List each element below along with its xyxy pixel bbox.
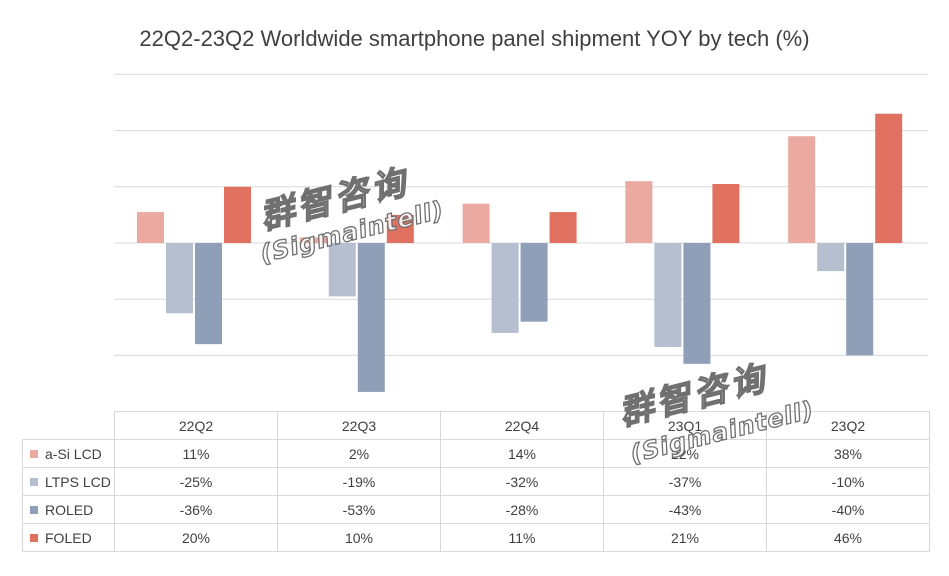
- legend-swatch: [30, 478, 38, 487]
- data-label: 11%: [114, 439, 278, 468]
- bar-roled-22q2: [195, 243, 222, 345]
- data-label: -32%: [440, 467, 604, 496]
- bar-foled-22q3: [386, 214, 414, 243]
- bar-a-si-lcd-22q3: [299, 237, 327, 243]
- data-table: 22Q2 22Q3 22Q4 23Q1 23Q2 a-Si LCD 11% 2%…: [22, 411, 930, 552]
- series-label: LTPS LCD: [45, 473, 111, 490]
- legend-swatch: [30, 450, 38, 459]
- bar-roled-22q3: [357, 243, 385, 392]
- bar-foled-23q1: [712, 183, 740, 243]
- data-label: -40%: [766, 495, 930, 524]
- data-label: -28%: [440, 495, 604, 524]
- table-row-roled: ROLED -36% -53% -28% -43% -40%: [22, 495, 930, 524]
- table-row-asi-lcd: a-Si LCD 11% 2% 14% 22% 38%: [22, 439, 930, 468]
- category-label: 22Q3: [277, 411, 441, 440]
- category-label: 22Q2: [114, 411, 278, 440]
- data-label: -19%: [277, 467, 441, 496]
- data-label: 21%: [603, 523, 767, 552]
- bar-roled-22q4: [520, 243, 548, 322]
- table-corner: [22, 411, 115, 440]
- plot-area: [114, 73, 928, 392]
- series-label: FOLED: [45, 529, 92, 546]
- data-label: -10%: [766, 467, 930, 496]
- chart-title: 22Q2-23Q2 Worldwide smartphone panel shi…: [139, 26, 810, 51]
- bar-a-si-lcd-22q2: [137, 212, 164, 243]
- data-label: -25%: [114, 467, 278, 496]
- bar-foled-22q2: [224, 186, 251, 243]
- data-label: 14%: [440, 439, 604, 468]
- data-label: -36%: [114, 495, 278, 524]
- table-row-ltps-lcd: LTPS LCD -25% -19% -32% -37% -10%: [22, 467, 930, 496]
- bar-ltps-lcd-23q2: [817, 243, 845, 272]
- data-label: -53%: [277, 495, 441, 524]
- bar-ltps-lcd-22q4: [491, 243, 519, 333]
- bar-ltps-lcd-23q1: [654, 243, 682, 347]
- legend-entry-foled: FOLED: [22, 523, 115, 552]
- bar-a-si-lcd-23q1: [625, 181, 653, 243]
- bar-foled-22q4: [549, 212, 577, 243]
- data-label: 11%: [440, 523, 604, 552]
- legend-entry-ltps-lcd: LTPS LCD: [22, 467, 115, 496]
- legend-swatch: [30, 506, 38, 515]
- data-label: 2%: [277, 439, 441, 468]
- bar-a-si-lcd-22q4: [462, 203, 490, 243]
- bar-a-si-lcd-23q2: [788, 136, 816, 243]
- data-label: 10%: [277, 523, 441, 552]
- bar-roled-23q2: [846, 243, 874, 356]
- bar-foled-23q2: [875, 113, 903, 244]
- bar-roled-23q1: [683, 243, 711, 364]
- data-label: 38%: [766, 439, 930, 468]
- bar-ltps-lcd-22q3: [328, 243, 356, 297]
- data-label: 22%: [603, 439, 767, 468]
- bar-ltps-lcd-22q2: [166, 243, 193, 314]
- data-label: 20%: [114, 523, 278, 552]
- legend-swatch: [30, 534, 38, 543]
- category-label: 22Q4: [440, 411, 604, 440]
- data-label: -43%: [603, 495, 767, 524]
- series-label: a-Si LCD: [45, 445, 102, 462]
- series-label: ROLED: [45, 501, 94, 518]
- category-label: 23Q2: [766, 411, 930, 440]
- legend-entry-asi-lcd: a-Si LCD: [22, 439, 115, 468]
- legend-entry-roled: ROLED: [22, 495, 115, 524]
- data-label: -37%: [603, 467, 767, 496]
- table-row-foled: FOLED 20% 10% 11% 21% 46%: [22, 523, 930, 552]
- data-label: 46%: [766, 523, 930, 552]
